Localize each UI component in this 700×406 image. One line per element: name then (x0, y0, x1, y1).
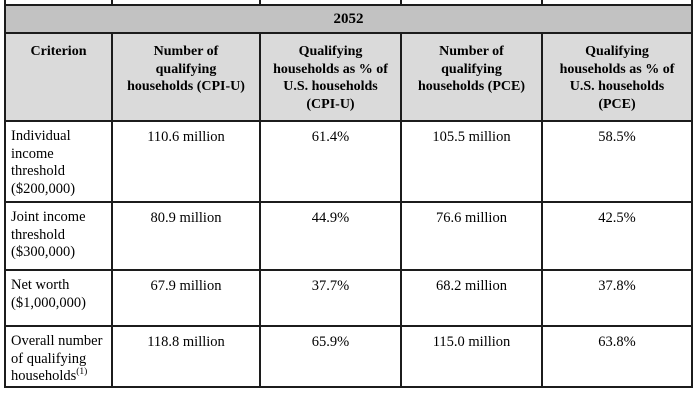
header-line: U.S. households (283, 79, 378, 94)
criterion-line: of qualifying (11, 350, 87, 367)
header-line: households as % of (273, 61, 388, 77)
criterion-line: income (11, 145, 54, 162)
pce-count-cell: 115.0 million (400, 325, 543, 388)
table-edge-cell (111, 0, 261, 6)
pce-count-cell: 105.5 million (400, 120, 543, 203)
table-row: Individual income threshold ($200,000) 1… (4, 120, 693, 203)
cpiu-pct-header-cell: Qualifying households as % of U.S. house… (259, 32, 402, 122)
pce-count-header-cell: Number of qualifying households (PCE) (400, 32, 543, 122)
criterion-line: threshold (11, 226, 65, 243)
criterion-line: Overall number (11, 333, 103, 349)
header-line: Number of (153, 44, 219, 59)
pce-pct-header-cell: Qualifying households as % of U.S. house… (541, 32, 693, 122)
cpiu-pct-cell: 61.4% (259, 120, 402, 203)
header-line: (CPI-U) (306, 96, 355, 112)
criterion-line: Individual (11, 128, 71, 144)
year-band: 2052 (4, 4, 693, 34)
criterion-cell: Individual income threshold ($200,000) (4, 120, 113, 203)
cpiu-count-header-cell: Number of qualifying households (CPI-U) (111, 32, 261, 122)
criterion-line: ($1,000,000) (11, 294, 86, 311)
table-edge-cell (259, 0, 402, 6)
criterion-line: Net worth (11, 277, 70, 293)
pce-count-cell: 68.2 million (400, 269, 543, 327)
criterion-line: households(1) (11, 367, 108, 385)
cpiu-count-cell: 67.9 million (111, 269, 261, 327)
header-line: households (CPI-U) (127, 79, 245, 94)
header-line: Number of (439, 44, 504, 59)
cpiu-count-cell: 110.6 million (111, 120, 261, 203)
previous-row-edge (4, 0, 693, 6)
footnote-ref: (1) (76, 367, 88, 378)
header-line: Criterion (30, 44, 87, 59)
cpiu-pct-cell: 44.9% (259, 201, 402, 271)
table-edge-cell (541, 0, 693, 6)
criterion-line: threshold (11, 163, 65, 179)
header-line: qualifying (441, 61, 502, 77)
header-line: (PCE) (598, 96, 636, 112)
header-line: U.S. households (569, 79, 665, 94)
pce-count-cell: 76.6 million (400, 201, 543, 271)
year-band-row: 2052 (4, 4, 693, 34)
cpiu-count-cell: 80.9 million (111, 201, 261, 271)
column-header-row: Criterion Number of qualifying household… (4, 32, 693, 122)
qualifying-households-table: 2052 Criterion Number of qualifying hous… (4, 0, 693, 388)
pce-pct-cell: 63.8% (541, 325, 693, 388)
criterion-line: Joint income (11, 209, 86, 225)
pce-pct-cell: 42.5% (541, 201, 693, 271)
table-row: Net worth ($1,000,000) 67.9 million 37.7… (4, 269, 693, 327)
criterion-line: ($300,000) (11, 244, 76, 260)
header-line: qualifying (155, 61, 217, 77)
criterion-line: ($200,000) (11, 180, 76, 197)
table-row: Overall number of qualifying households(… (4, 325, 693, 388)
table-row: Joint income threshold ($300,000) 80.9 m… (4, 201, 693, 271)
cpiu-pct-cell: 37.7% (259, 269, 402, 327)
criterion-cell: Net worth ($1,000,000) (4, 269, 113, 327)
criterion-line-text: households (11, 368, 77, 384)
criterion-cell: Overall number of qualifying households(… (4, 325, 113, 388)
header-line: households (PCE) (418, 79, 525, 94)
pce-pct-cell: 58.5% (541, 120, 693, 203)
header-line: households as % of (559, 61, 675, 77)
cpiu-count-cell: 118.8 million (111, 325, 261, 388)
header-line: Qualifying (298, 44, 363, 59)
header-line: Qualifying (585, 44, 649, 59)
criterion-header-cell: Criterion (4, 32, 113, 122)
criterion-cell: Joint income threshold ($300,000) (4, 201, 113, 271)
table-edge-cell (400, 0, 543, 6)
cpiu-pct-cell: 65.9% (259, 325, 402, 388)
table-edge-cell (4, 0, 113, 6)
pce-pct-cell: 37.8% (541, 269, 693, 327)
